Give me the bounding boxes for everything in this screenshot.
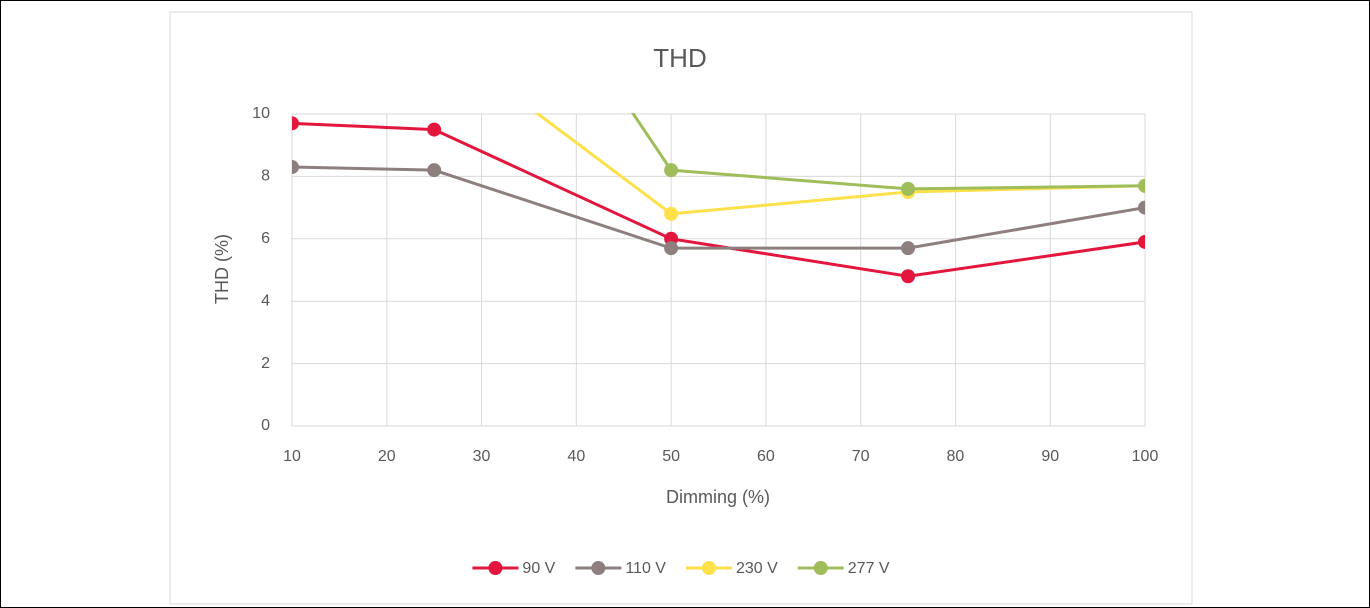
y-axis-label: THD (%) <box>212 234 232 304</box>
data-point <box>664 241 679 256</box>
x-tick-label: 50 <box>662 448 680 465</box>
data-point <box>664 163 679 178</box>
legend-marker <box>488 561 503 575</box>
legend-label: 277 V <box>848 560 890 577</box>
chart-area <box>169 11 1193 605</box>
x-axis-label: Dimming (%) <box>666 487 770 507</box>
legend-label: 230 V <box>736 560 778 577</box>
x-tick-label: 90 <box>1041 448 1059 465</box>
y-tick-label: 10 <box>252 105 270 122</box>
data-point <box>427 163 442 178</box>
data-point <box>664 206 679 221</box>
chart-title: THD <box>653 43 706 73</box>
y-tick-label: 2 <box>261 355 270 372</box>
x-tick-label: 10 <box>283 448 301 465</box>
legend-item: 110 V <box>575 560 666 577</box>
data-point <box>292 160 299 175</box>
data-point <box>1138 200 1145 215</box>
legend-label: 90 V <box>522 560 555 577</box>
x-tick-label: 70 <box>852 448 870 465</box>
data-point <box>292 116 299 131</box>
legend-item: 277 V <box>797 560 890 577</box>
x-tick-label: 40 <box>567 448 585 465</box>
data-point <box>1138 234 1145 249</box>
y-tick-label: 6 <box>261 230 270 247</box>
y-tick-label: 8 <box>261 168 270 185</box>
legend-marker <box>701 561 716 575</box>
y-tick-label: 0 <box>261 417 270 434</box>
data-point <box>427 122 442 137</box>
data-point <box>901 181 916 196</box>
legend-item: 230 V <box>685 560 778 577</box>
data-point <box>901 241 916 256</box>
y-tick-label: 4 <box>261 292 270 309</box>
legend-marker <box>813 561 828 575</box>
x-tick-label: 100 <box>1132 448 1159 465</box>
x-tick-label: 30 <box>473 448 491 465</box>
x-tick-label: 60 <box>757 448 775 465</box>
data-point <box>1138 178 1145 193</box>
x-tick-label: 20 <box>378 448 396 465</box>
legend-item: 90 V <box>472 560 556 577</box>
legend-marker <box>591 561 606 575</box>
data-point <box>901 269 916 284</box>
x-tick-label: 80 <box>947 448 965 465</box>
legend-label: 110 V <box>625 560 666 577</box>
